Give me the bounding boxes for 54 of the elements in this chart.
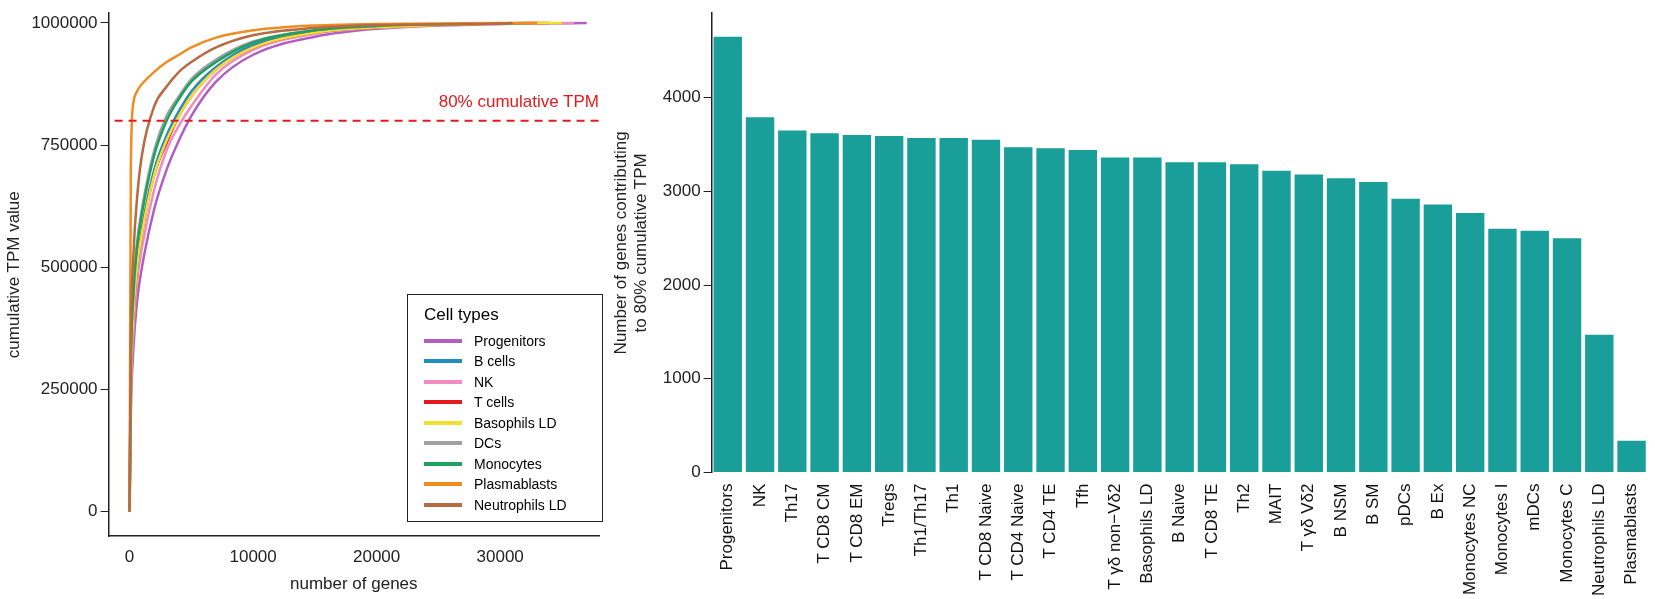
x-tick-label: Th17 [782,483,801,523]
ref-line-label: 80% cumulative TPM [438,91,599,111]
x-tick-label: pDCs [1395,483,1415,527]
y-tick-label: 4000 [662,87,701,107]
x-tick-label: Monocytes C [1556,483,1576,583]
x-tick-label: Progenitors [717,483,737,571]
y-tick-label: 250000 [40,379,98,399]
x-tick-label: T CD8 TE [1201,483,1221,559]
x-tick-label: T γδ non−Vδ2 [1104,483,1124,590]
x-tick-label: B SM [1363,483,1383,526]
x-tick-label: Monocytes I [1492,483,1512,576]
x-tick-label: Monocytes NC [1459,483,1479,596]
y-tick-label: 1000000 [31,12,98,32]
x-tick-label: Th1 [943,483,963,513]
y-tick-label: 3000 [662,181,701,201]
y-axis-title: cumulative TPM value [3,191,23,359]
x-tick-label: 0 [124,547,135,567]
x-tick-label: B Ex [1427,483,1447,520]
x-tick-label: T CD8 EM [846,483,866,563]
legend-label: T cells [474,394,515,411]
legend-label: Basophils LD [474,414,557,431]
y-tick-label: 750000 [40,134,98,154]
x-tick-label: Plasmablasts [1621,483,1641,585]
legend-label: Progenitors [474,332,546,349]
x-tick-label: Tregs [878,483,898,527]
legend-label: DCs [474,435,502,452]
x-tick-label: mDCs [1524,483,1544,531]
legend-label: Monocytes [474,455,542,472]
legend-title: Cell types [424,304,500,325]
x-tick-label: T CD8 CM [814,483,834,564]
x-tick-label: Th1/Th17 [911,483,931,557]
x-tick-label: T γδ Vδ2 [1298,483,1318,552]
legend-label: NK [474,373,494,390]
y-axis-title: Number of genes contributing to 80% cumulative TPM [610,131,651,355]
legend-label: B cells [474,353,516,370]
x-tick-label: T CD4 TE [1040,483,1060,559]
x-tick-label: T CD4 Naive [1007,483,1027,581]
x-tick-label: NK [749,482,769,508]
x-tick-label: 20000 [353,547,401,567]
x-tick-label: T CD8 Naive [975,483,995,581]
x-tick-label: 30000 [476,547,524,567]
x-tick-label: MAIT [1266,483,1286,525]
x-tick-label: B NSM [1330,483,1350,538]
x-axis-title: number of genes [289,574,418,594]
x-tick-label: Basophils LD [1137,483,1157,584]
y-tick-label: 500000 [40,257,98,277]
x-tick-label: 10000 [229,547,277,567]
x-tick-label: Tfh [1072,483,1092,509]
y-tick-label: 0 [691,462,701,482]
y-tick-label: 2000 [662,274,701,294]
x-tick-label: B Naive [1169,483,1189,544]
x-tick-label: Neutrophils LD [1588,483,1608,597]
x-tick-label: Th2 [1233,483,1253,513]
y-tick-label: 1000 [662,368,701,388]
